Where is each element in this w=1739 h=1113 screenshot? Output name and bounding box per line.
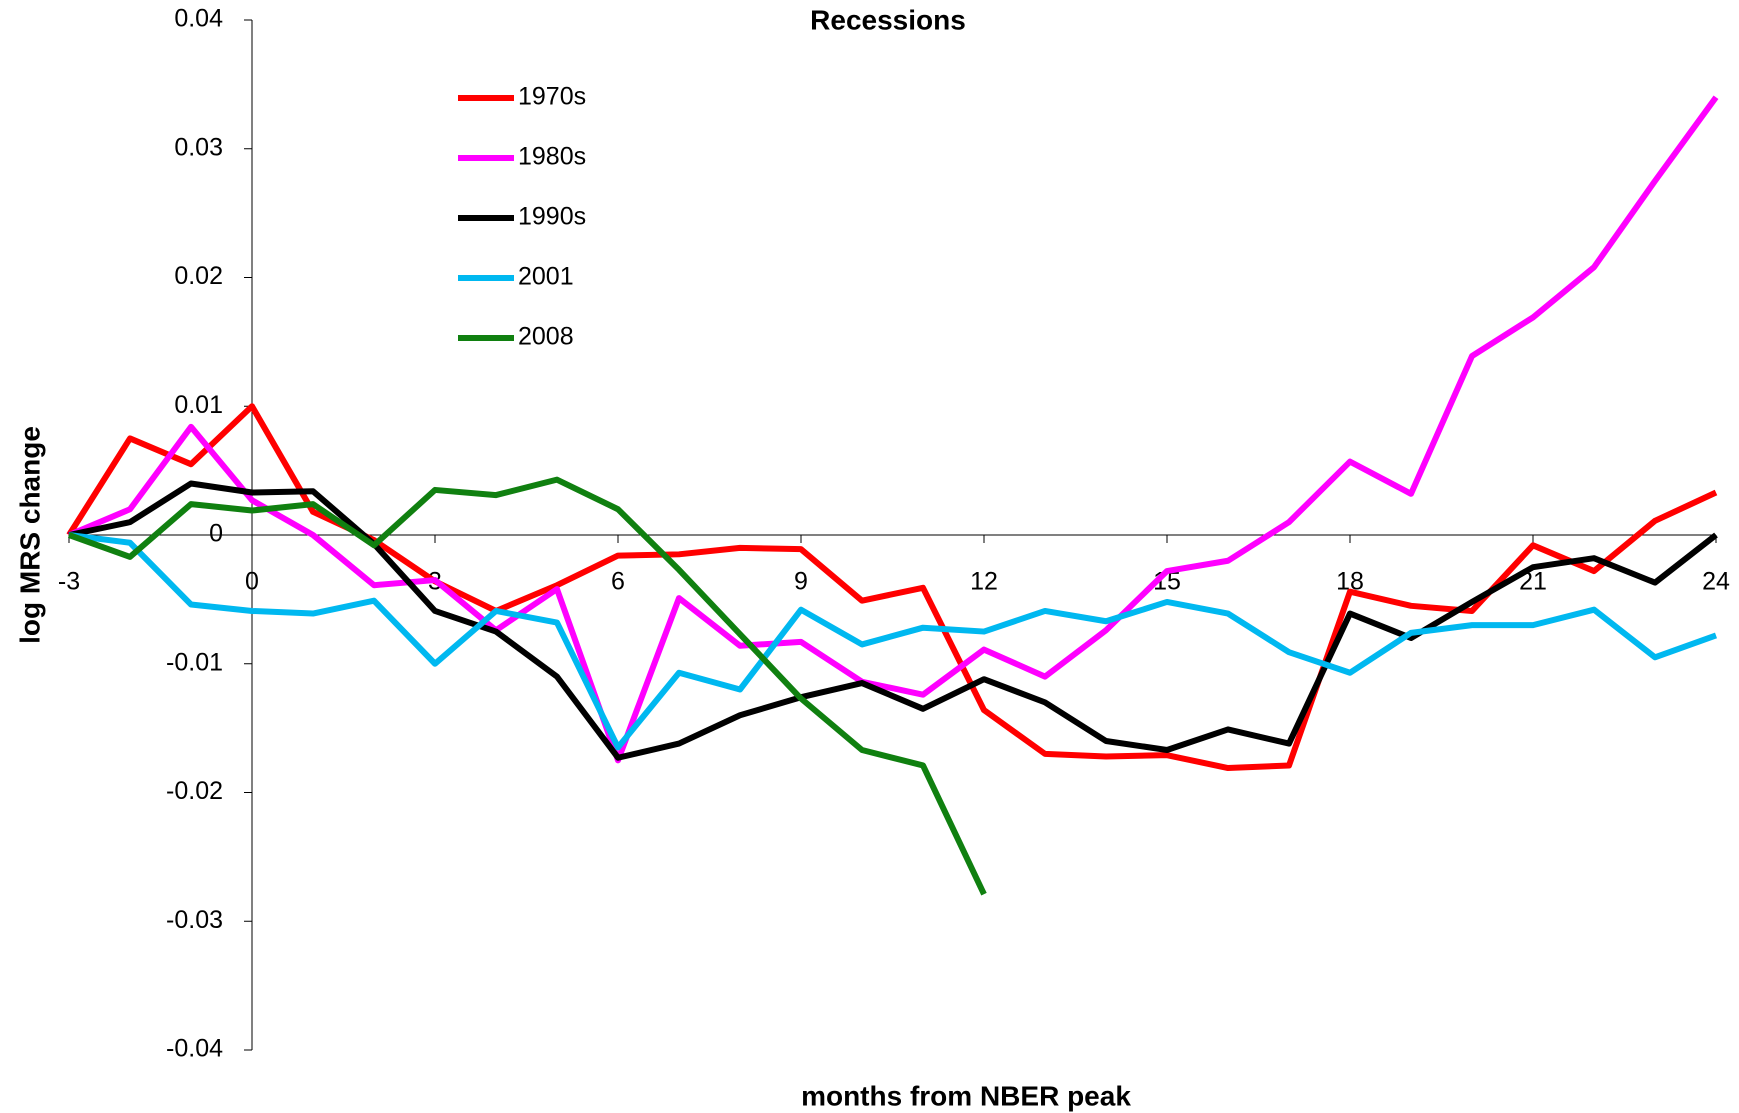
legend-label: 2008: [518, 323, 574, 351]
y-axis-title: log MRS change: [14, 426, 45, 644]
y-tick-label: 0.02: [174, 262, 223, 290]
chart-title: Recessions: [810, 4, 966, 35]
series-line: [66, 403, 1718, 772]
x-axis-title: months from NBER peak: [801, 1080, 1131, 1111]
legend-label: 1990s: [518, 203, 586, 231]
legend-label: 1970s: [518, 83, 586, 111]
x-tick-label: 12: [970, 568, 998, 596]
series-line: [68, 532, 1718, 751]
series-line: [68, 480, 1718, 761]
y-tick-label: 0: [209, 520, 223, 548]
x-tick-label: 0: [245, 568, 259, 596]
legend-label: 1980s: [518, 143, 586, 171]
x-tick-label: -3: [58, 568, 80, 596]
x-tick-label: 24: [1702, 568, 1730, 596]
y-tick-label: -0.04: [166, 1035, 223, 1063]
y-tick-label: 0.03: [174, 133, 223, 161]
y-tick-label: 0.01: [174, 391, 223, 419]
y-tick-label: -0.02: [166, 777, 223, 805]
y-tick-label: -0.01: [166, 648, 223, 676]
x-tick-label: 9: [794, 568, 808, 596]
y-tick-label: -0.03: [166, 906, 223, 934]
x-tick-label: 6: [611, 568, 625, 596]
series-line: [67, 95, 1719, 764]
y-tick-label: 0.04: [174, 5, 223, 33]
legend-label: 2001: [518, 263, 574, 291]
series-line: [67, 476, 987, 896]
